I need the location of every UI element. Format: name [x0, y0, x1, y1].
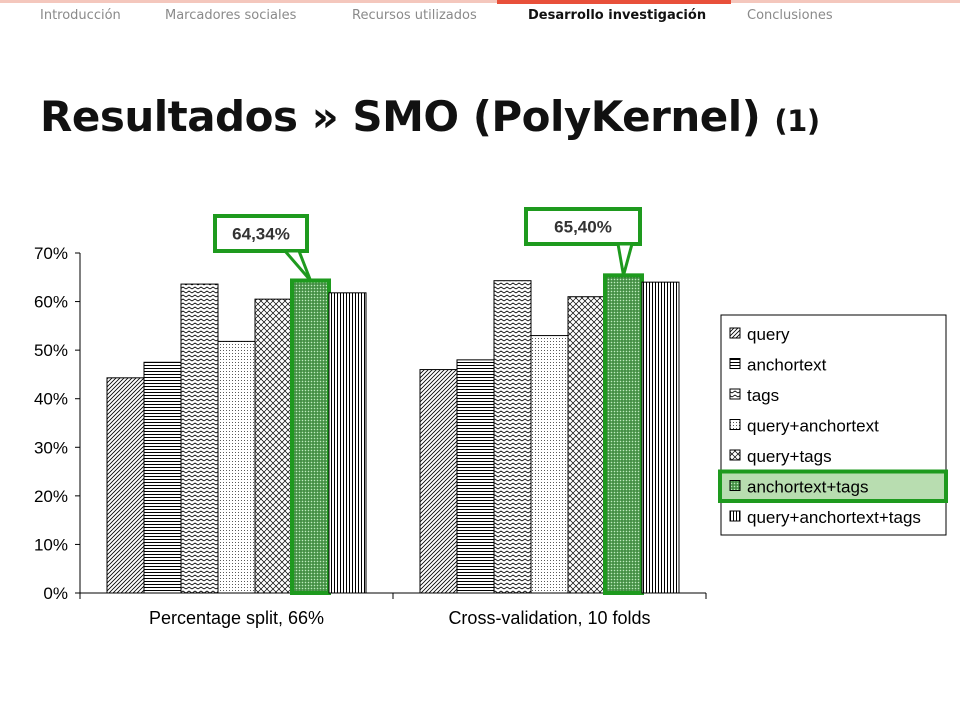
- y-tick-label: 70%: [34, 244, 68, 263]
- nav-item-conclusiones[interactable]: Conclusiones: [747, 8, 833, 23]
- legend-swatch: [729, 480, 741, 491]
- bar-anchortext-tags: [603, 273, 644, 595]
- nav-progress-track: [0, 0, 960, 3]
- bar-query-tags: [254, 298, 293, 594]
- legend-swatch: [729, 388, 741, 400]
- bar-chart: 0% 10% 20% 30% 40% 50% 60% 70% Percentage split,…: [34, 207, 948, 628]
- bar-query-anchortext-tags: [641, 281, 680, 594]
- legend-label: query+anchortext: [747, 417, 879, 436]
- y-tick-label: 20%: [34, 487, 68, 506]
- callout-box: [213, 214, 309, 253]
- y-tick-label: 0%: [43, 584, 68, 603]
- bar-query-anchortext: [217, 340, 256, 594]
- bar-anchortext-tags: [290, 278, 331, 596]
- x-category-label: Cross-validation, 10 folds: [448, 608, 650, 628]
- bar-query: [106, 377, 145, 594]
- bar-tags: [180, 283, 219, 594]
- bar-tags: [493, 280, 532, 594]
- nav-item-recursos-utilizados[interactable]: Recursos utilizados: [352, 8, 477, 23]
- legend-highlight: [718, 469, 948, 503]
- bar-query-tags: [567, 296, 606, 594]
- y-tick-label: 60%: [34, 293, 68, 312]
- legend-swatch: [729, 510, 741, 522]
- legend-swatch: [729, 327, 741, 339]
- legend-label: query+anchortext+tags: [747, 508, 921, 527]
- callout-value: 65,40%: [554, 218, 612, 237]
- legend-swatch: [729, 449, 741, 461]
- slide-title-main: Resultados » SMO (PolyKernel): [40, 92, 761, 141]
- y-tick-label: 30%: [34, 438, 68, 457]
- legend-swatch: [729, 358, 741, 369]
- legend-label: query: [747, 325, 790, 344]
- bar-anchortext: [143, 361, 182, 594]
- callout-value: 64,34%: [232, 225, 290, 244]
- top-navigation: Introducción Marcadores sociales Recurso…: [0, 0, 960, 36]
- callout-box: [524, 207, 642, 246]
- slide-title: Resultados » SMO (PolyKernel) (1): [40, 92, 820, 141]
- y-tick-label: 40%: [34, 390, 68, 409]
- nav-active-indicator: [497, 0, 731, 4]
- y-tick-label: 10%: [34, 535, 68, 554]
- bar-anchortext: [456, 359, 495, 594]
- bar-query-anchortext-tags: [328, 292, 367, 594]
- nav-item-introduccion[interactable]: Introducción: [40, 8, 121, 23]
- x-category-label: Percentage split, 66%: [149, 608, 324, 628]
- legend-label: anchortext+tags: [747, 478, 868, 497]
- nav-item-marcadores-sociales[interactable]: Marcadores sociales: [165, 8, 297, 23]
- callout-pointer: [616, 242, 634, 277]
- legend-label: tags: [747, 386, 779, 405]
- bar-query: [419, 369, 458, 594]
- callout-pointer: [283, 249, 312, 282]
- nav-item-desarrollo-investigacion[interactable]: Desarrollo investigación: [528, 8, 707, 23]
- slide-title-suffix: (1): [774, 104, 820, 138]
- legend-label: anchortext: [747, 356, 827, 375]
- legend-label: query+tags: [747, 447, 832, 466]
- bar-query-anchortext: [530, 335, 569, 594]
- legend-swatch: [729, 419, 741, 430]
- y-tick-label: 50%: [34, 341, 68, 360]
